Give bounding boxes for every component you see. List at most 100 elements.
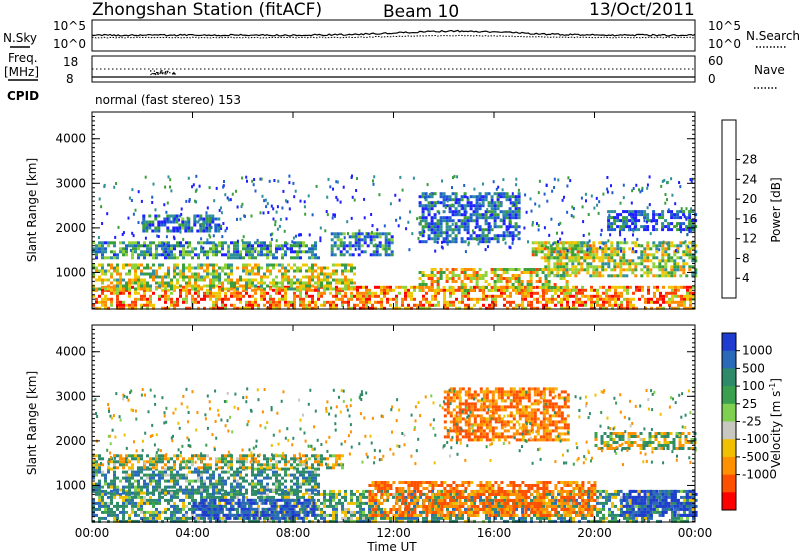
heatmap-cell [245,306,248,310]
heatmap-cell [534,241,538,245]
heatmap-cell [317,275,320,279]
heatmap-cell [419,300,422,304]
heatmap-cell [239,306,242,310]
heatmap-cell [104,516,107,520]
heatmap-cell [553,268,557,271]
heatmap-cell [275,300,278,304]
heatmap-cell [629,300,632,304]
heatmap-cell [173,489,176,493]
heatmap-cell [197,300,200,304]
heatmap-cell [590,303,593,307]
heatmap-cell [296,294,299,298]
heatmap-cell [365,294,368,298]
heatmap-cell [590,288,593,292]
heatmap-cell [167,175,170,179]
heatmap-cell [140,303,143,307]
heatmap-cell [649,271,653,275]
heatmap-cell [556,259,560,263]
heatmap-cell [170,489,173,493]
heatmap-cell [628,225,632,229]
heatmap-cell [161,284,164,288]
heatmap-cell [469,280,473,283]
heatmap-cell [607,274,611,278]
heatmap-cell [589,256,593,260]
heatmap-cell [155,269,158,273]
heatmap-cell [134,501,137,505]
heatmap-cell [602,285,605,289]
heatmap-cell [434,513,437,517]
heatmap-cell [673,250,677,254]
heatmap-cell [104,504,107,508]
heatmap-cell [386,288,389,292]
heatmap-cell [646,228,650,232]
heatmap-cell [475,195,479,199]
heatmap-cell [260,278,263,282]
heatmap-cell [517,195,521,199]
heatmap-cell [107,278,110,282]
heatmap-cell [263,519,266,523]
heatmap-cell [122,306,125,310]
heatmap-cell [233,256,236,260]
power-ylabel: Slant Range [km] [25,158,39,262]
heatmap-cell [679,216,683,220]
heatmap-cell [466,268,470,271]
heatmap-cell [152,510,155,514]
heatmap-cell [131,510,134,514]
heatmap-cell [464,489,467,493]
heatmap-cell [143,244,146,248]
heatmap-cell [206,253,209,257]
heatmap-cell [546,253,550,257]
heatmap-cell [185,294,188,298]
heatmap-cell [169,220,173,224]
heatmap-cell [484,274,488,277]
heatmap-cell [398,492,401,496]
heatmap-cell [472,271,476,274]
heatmap-cell [694,268,698,272]
heatmap-cell [514,195,518,199]
heatmap-cell [585,244,589,248]
heatmap-cell [155,287,158,291]
heatmap-cell [119,306,122,310]
heatmap-cell [499,192,503,196]
heatmap-cell [131,303,134,307]
heatmap-cell [188,291,191,295]
heatmap-cell [122,507,125,511]
heatmap-cell [206,238,209,242]
heatmap-cell [173,287,176,291]
heatmap-cell [381,232,385,236]
heatmap-cell [200,516,203,520]
heatmap-cell [263,287,266,291]
heatmap-cell [134,263,137,267]
heatmap-cell [104,241,107,245]
heatmap-cell [416,516,419,520]
heatmap-cell [680,230,682,234]
heatmap-cell [437,291,440,295]
heatmap-cell [395,285,398,289]
heatmap-cell [655,274,659,278]
heatmap-cell [568,244,572,248]
heatmap-cell [583,244,587,248]
heatmap-cell [224,504,227,508]
heatmap-cell [529,271,533,274]
heatmap-cell [134,510,137,514]
heatmap-cell [650,219,653,223]
heatmap-cell [667,222,671,226]
heatmap-cell [185,516,188,520]
heatmap-cell [113,278,116,282]
heatmap-cell [146,519,149,523]
heatmap-cell [344,291,347,295]
heatmap-cell [272,300,275,304]
heatmap-cell [371,489,374,493]
heatmap-cell [383,513,386,517]
heatmap-cell [206,492,209,496]
heatmap-cell [559,277,563,280]
heatmap-cell [617,285,620,289]
heatmap-cell [296,244,299,248]
heatmap-cell [371,501,374,505]
heatmap-cell [674,300,677,304]
heatmap-cell [499,234,503,238]
heatmap-cell [98,244,101,248]
heatmap-cell [332,306,335,310]
heatmap-cell [622,183,625,187]
heatmap-cell [515,303,518,307]
